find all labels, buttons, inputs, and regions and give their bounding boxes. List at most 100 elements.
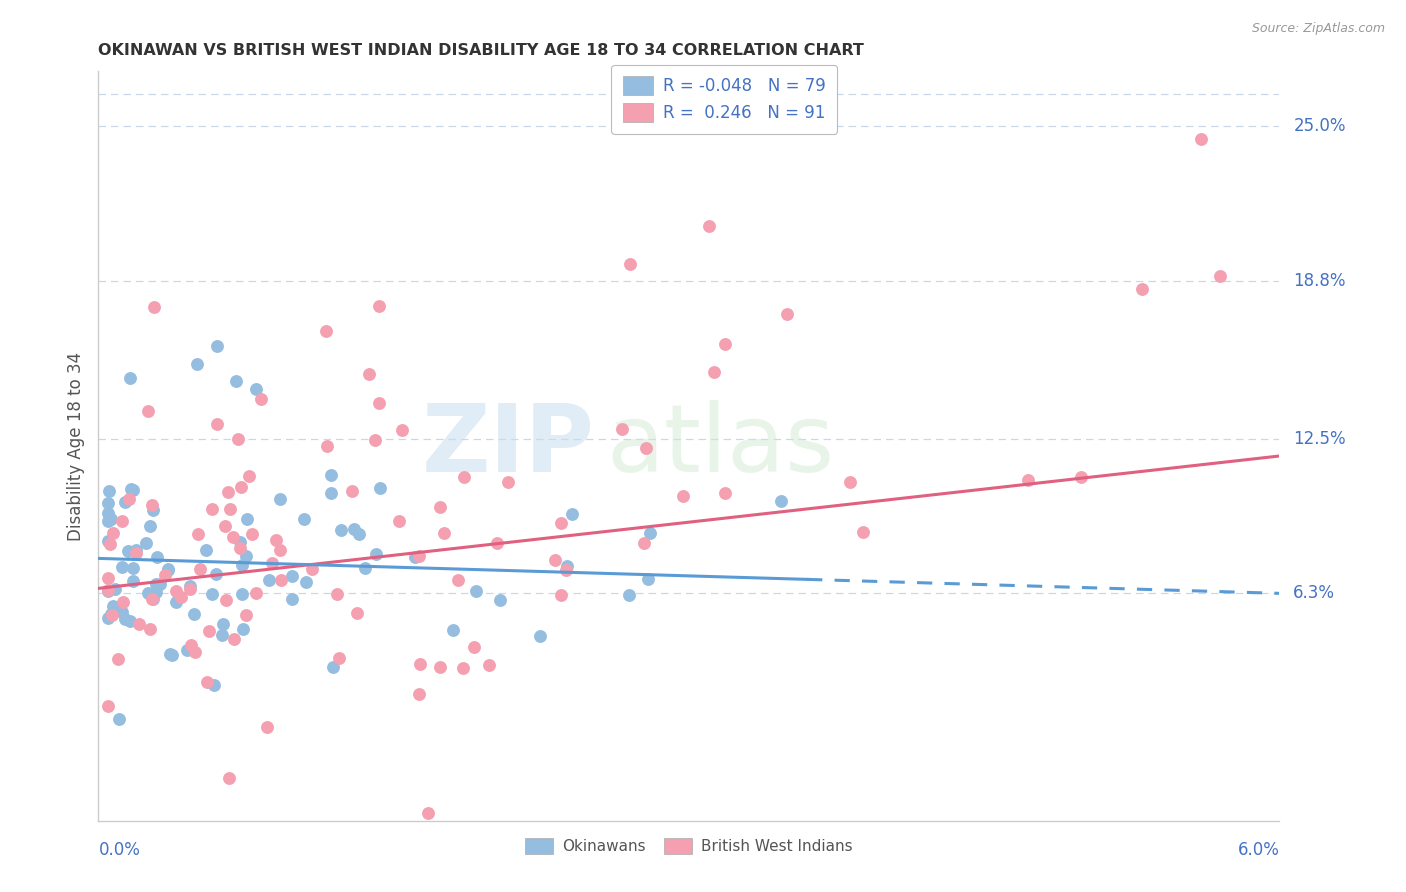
Point xyxy=(179,579,201,593)
Point xyxy=(98,483,121,498)
Point xyxy=(198,624,221,638)
Point xyxy=(145,584,167,599)
Point xyxy=(408,549,430,563)
Point xyxy=(232,623,254,637)
Text: 6.0%: 6.0% xyxy=(1237,840,1279,859)
Point xyxy=(714,337,737,351)
Point xyxy=(97,571,120,585)
Point xyxy=(429,500,451,515)
Point xyxy=(170,591,193,605)
Point xyxy=(136,586,159,600)
Point xyxy=(269,492,291,507)
Point xyxy=(159,647,181,661)
Point xyxy=(364,434,387,448)
Point xyxy=(328,651,350,665)
Point xyxy=(139,622,162,636)
Point xyxy=(529,630,551,644)
Point xyxy=(416,806,439,821)
Point xyxy=(453,470,475,484)
Point xyxy=(367,299,389,313)
Point xyxy=(496,475,519,490)
Point xyxy=(183,645,205,659)
Text: Source: ZipAtlas.com: Source: ZipAtlas.com xyxy=(1251,22,1385,36)
Point xyxy=(149,577,172,591)
Point xyxy=(238,468,260,483)
Point xyxy=(231,480,253,494)
Point xyxy=(368,396,391,410)
Point xyxy=(231,587,253,601)
Point xyxy=(319,468,342,483)
Point xyxy=(214,519,236,533)
Point xyxy=(202,678,225,692)
Point xyxy=(157,562,180,576)
Point xyxy=(121,561,143,575)
Point xyxy=(118,370,141,384)
Point xyxy=(122,574,145,588)
Point xyxy=(108,712,131,726)
Point xyxy=(264,533,287,547)
Point xyxy=(100,608,122,623)
Point xyxy=(229,541,252,555)
Point xyxy=(292,512,315,526)
Point xyxy=(346,606,368,620)
Point xyxy=(135,536,157,550)
Point xyxy=(250,392,273,406)
Point xyxy=(120,482,142,496)
Point xyxy=(1070,470,1092,484)
Point xyxy=(125,542,148,557)
Point xyxy=(97,506,120,520)
Point xyxy=(366,547,388,561)
Point xyxy=(561,507,583,521)
Point xyxy=(776,307,799,321)
Point xyxy=(637,572,659,586)
Point xyxy=(179,582,201,597)
Point xyxy=(1189,132,1212,146)
Point xyxy=(1130,282,1153,296)
Point xyxy=(226,432,249,446)
Point xyxy=(281,568,304,582)
Point xyxy=(388,514,411,528)
Point xyxy=(353,561,375,575)
Point xyxy=(326,587,349,601)
Point xyxy=(463,640,485,654)
Point xyxy=(429,660,451,674)
Point xyxy=(465,584,488,599)
Point xyxy=(124,546,146,560)
Point xyxy=(117,543,139,558)
Point xyxy=(489,592,512,607)
Point xyxy=(141,591,163,606)
Text: OKINAWAN VS BRITISH WEST INDIAN DISABILITY AGE 18 TO 34 CORRELATION CHART: OKINAWAN VS BRITISH WEST INDIAN DISABILI… xyxy=(98,43,865,58)
Point xyxy=(97,582,120,597)
Point xyxy=(368,481,391,495)
Point xyxy=(128,616,150,631)
Point xyxy=(97,534,120,549)
Point xyxy=(120,614,142,628)
Point xyxy=(235,549,257,563)
Point xyxy=(714,485,737,500)
Point xyxy=(697,219,720,234)
Point xyxy=(235,608,257,623)
Point xyxy=(322,660,344,674)
Point xyxy=(672,489,695,503)
Point xyxy=(321,485,343,500)
Point xyxy=(544,553,567,567)
Point xyxy=(451,660,474,674)
Point xyxy=(156,563,179,577)
Point xyxy=(245,382,267,396)
Point xyxy=(104,582,127,597)
Point xyxy=(101,599,124,613)
Point xyxy=(217,485,239,500)
Point xyxy=(111,594,134,608)
Point xyxy=(107,651,129,665)
Point xyxy=(347,527,370,541)
Point xyxy=(195,675,218,690)
Point xyxy=(165,584,187,599)
Point xyxy=(240,526,263,541)
Point xyxy=(162,648,184,662)
Point xyxy=(165,595,187,609)
Text: ZIP: ZIP xyxy=(422,400,595,492)
Point xyxy=(141,498,163,512)
Point xyxy=(1209,269,1232,284)
Point xyxy=(769,494,792,508)
Point xyxy=(142,503,165,517)
